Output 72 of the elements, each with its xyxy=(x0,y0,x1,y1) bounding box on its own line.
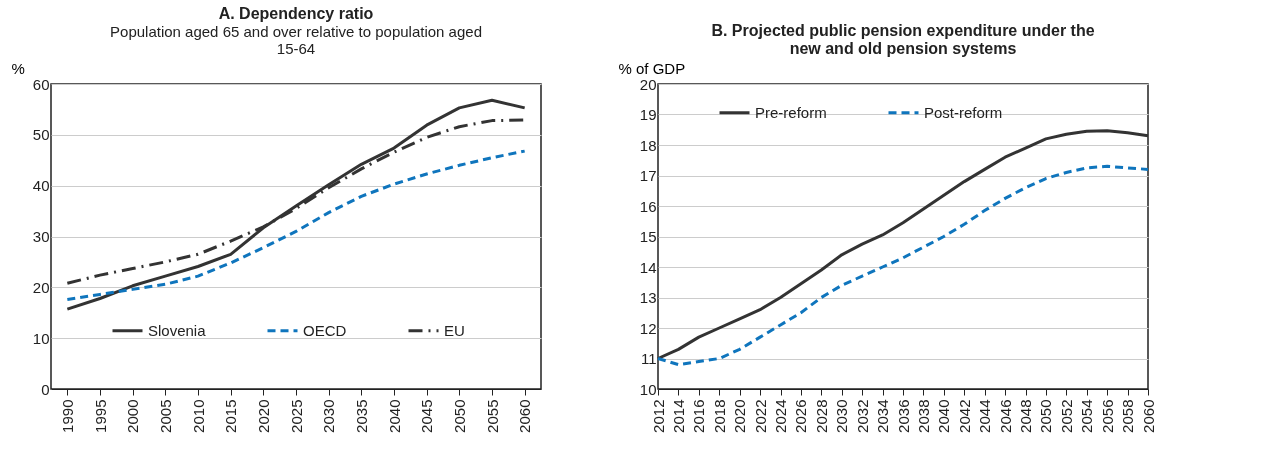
x-tick-label: 2050 xyxy=(1037,399,1055,433)
y-tick-label: 40 xyxy=(32,177,50,195)
y-tick-label: 18 xyxy=(639,136,657,154)
x-tick-label: 2040 xyxy=(935,399,953,433)
x-tick-label: 2005 xyxy=(156,399,174,433)
x-tick-label: 2022 xyxy=(751,399,769,433)
chart-title: B. Projected public pension expenditure under the new and old pension systems xyxy=(711,22,1095,57)
legend-label: OECD xyxy=(303,321,347,339)
y-tick-label: 15 xyxy=(639,228,657,245)
x-tick-label: 2014 xyxy=(669,399,687,433)
x-tick-label: 2044 xyxy=(976,399,994,433)
y-tick-label: 10 xyxy=(639,380,657,398)
x-tick-label: 2020 xyxy=(254,399,272,433)
x-tick-label: 2045 xyxy=(418,399,436,433)
x-tick-label: 2058 xyxy=(1119,399,1137,433)
legend-label: Slovenia xyxy=(148,321,207,339)
x-tick-label: 2032 xyxy=(853,399,871,433)
x-tick-label: 2030 xyxy=(833,399,851,433)
x-tick-label: 2016 xyxy=(690,399,708,433)
x-tick-label: 2042 xyxy=(955,399,973,433)
x-tick-label: 2060 xyxy=(516,399,534,433)
x-tick-label: 2026 xyxy=(792,399,810,433)
x-tick-label: 2054 xyxy=(1078,399,1096,433)
x-tick-label: 2018 xyxy=(710,399,728,433)
legend-label: EU xyxy=(444,321,465,339)
line-series xyxy=(656,129,1150,360)
y-tick-label: 10 xyxy=(32,329,50,347)
y-tick-label: 11 xyxy=(640,350,657,367)
x-tick-label: 1990 xyxy=(58,399,76,433)
x-tick-label: 2010 xyxy=(189,399,207,433)
x-tick-label: 2046 xyxy=(996,399,1014,433)
legend-label: Pre-reform xyxy=(755,103,827,121)
chart-title: A. Dependency ratio xyxy=(218,5,374,22)
x-tick-label: 2025 xyxy=(287,399,305,433)
x-tick-label: 2055 xyxy=(483,399,501,433)
line-series xyxy=(656,164,1150,367)
x-tick-label: 2012 xyxy=(649,399,667,433)
y-tick-label: 13 xyxy=(639,289,657,306)
y-tick-label: 17 xyxy=(639,167,657,184)
x-tick-label: 2038 xyxy=(914,399,932,433)
x-tick-label: 2050 xyxy=(450,399,468,433)
y-tick-label: 50 xyxy=(32,126,50,144)
line-series xyxy=(65,98,527,311)
x-tick-label: 2052 xyxy=(1057,399,1075,433)
x-tick-label: 2000 xyxy=(124,399,142,433)
y-tick-label: 20 xyxy=(639,75,657,93)
line-series xyxy=(65,149,527,302)
y-tick-label: 30 xyxy=(32,228,50,245)
y-tick-label: 20 xyxy=(32,278,50,296)
x-tick-label: 2030 xyxy=(320,399,338,433)
x-tick-label: 2040 xyxy=(385,399,403,433)
y-tick-label: 14 xyxy=(639,258,657,276)
legend-label: Post-reform xyxy=(924,103,1003,121)
x-tick-label: 2034 xyxy=(874,399,892,433)
x-tick-label: 1995 xyxy=(91,399,109,433)
x-tick-label: 2015 xyxy=(222,399,240,433)
y-axis-title: % of GDP xyxy=(618,59,686,77)
y-tick-label: 12 xyxy=(639,319,657,337)
x-tick-label: 2056 xyxy=(1098,399,1116,433)
x-tick-label: 2024 xyxy=(772,399,789,433)
x-tick-label: 2060 xyxy=(1139,399,1157,433)
x-tick-label: 2036 xyxy=(894,399,912,433)
x-tick-label: 2028 xyxy=(812,399,830,433)
x-tick-label: 2035 xyxy=(352,399,370,433)
y-axis-title: % xyxy=(11,59,25,77)
y-tick-label: 16 xyxy=(639,197,657,215)
chart-subtitle: Population aged 65 and over relative to population aged 15-64 xyxy=(110,23,482,57)
x-tick-label: 2048 xyxy=(1017,399,1034,433)
y-tick-label: 60 xyxy=(32,75,50,93)
y-tick-label: 19 xyxy=(639,106,657,123)
x-tick-label: 2020 xyxy=(731,399,749,433)
y-tick-label: 0 xyxy=(41,380,50,398)
